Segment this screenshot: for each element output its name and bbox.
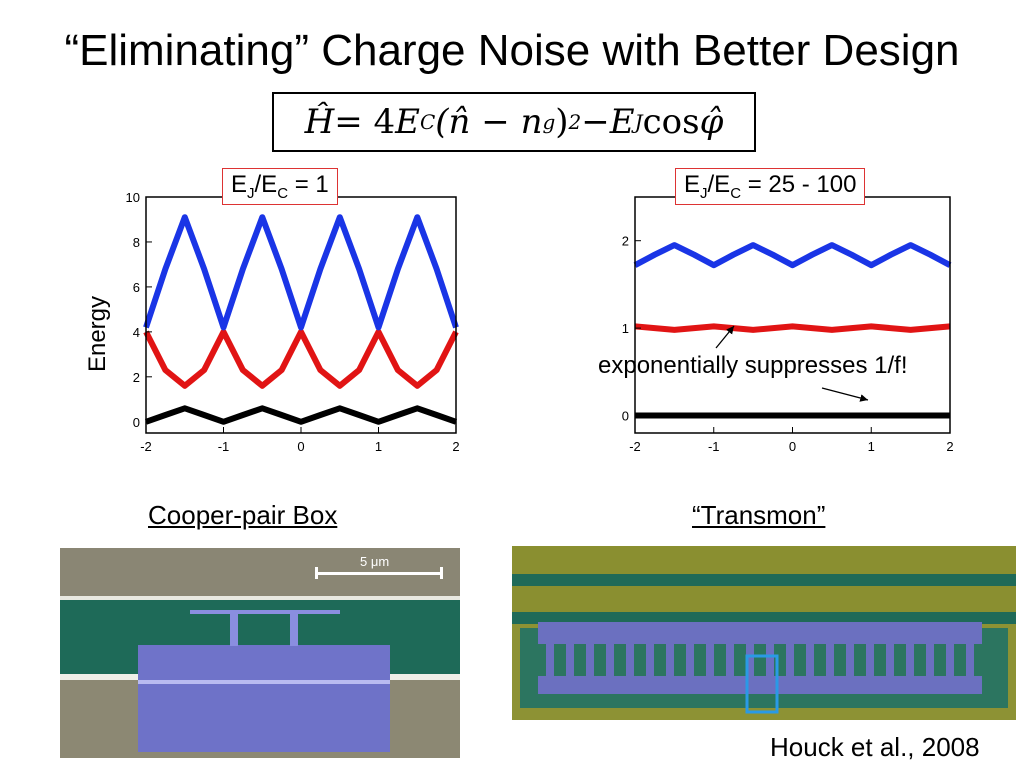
y-tick-label: 2 [133, 370, 140, 385]
capacitor-finger [546, 650, 554, 678]
suppression-annotation: exponentially suppresses 1/f! [598, 352, 908, 379]
series-line-1 [634, 323, 951, 333]
y-tick-label: 2 [622, 234, 629, 249]
left-ratio-b-sub: C [277, 184, 289, 202]
caption-cooper-pair-box: Cooper-pair Box [148, 500, 338, 530]
slide-title: “Eliminating” Charge Noise with Better D… [64, 26, 960, 75]
right-ratio-slash: /E [707, 171, 731, 198]
y-tick-label: 1 [622, 321, 629, 336]
capacitor-finger [906, 650, 914, 678]
y-tick-label: 0 [622, 409, 629, 424]
capacitor-finger [806, 650, 814, 678]
series-line-0 [145, 405, 457, 425]
cpb-energy-chart: -2 -1 0 1 2 0 2 4 6 8 10 [126, 190, 460, 454]
cooper-pair-box-sem-image: 5 μm [60, 548, 460, 758]
x-tick-label: -1 [708, 439, 720, 454]
formula-ec-sub: C [419, 110, 436, 134]
y-tick-label: 6 [133, 280, 140, 295]
left-ratio-slash: /E [254, 171, 278, 198]
formula-minus: − [581, 102, 610, 142]
capacitor-finger [586, 650, 594, 678]
series-line-1 [143, 328, 459, 389]
capacitor-finger [886, 650, 894, 678]
formula-ng-sub: g [542, 110, 556, 134]
formula-close: ) [555, 102, 569, 142]
capacitor-finger [966, 650, 974, 678]
capacitor-finger [826, 650, 834, 678]
capacitor-finger [606, 650, 614, 678]
formula-eq: = 4 [334, 102, 396, 142]
x-tick-label: -2 [140, 439, 152, 454]
right-ratio-b-sub: C [730, 184, 742, 202]
transmon-sem-image [512, 546, 1016, 720]
right-ratio-label: EJ/EC = 25 - 100 [675, 168, 866, 205]
transmon-energy-chart: -2 -1 0 1 2 0 1 2 [622, 196, 954, 454]
x-tick-label: 0 [297, 439, 304, 454]
junction-highlight-box [745, 654, 779, 714]
right-ratio-a: E [684, 171, 701, 198]
arrow-to-red [715, 325, 735, 349]
y-tick-label: 4 [133, 325, 140, 340]
series-line-2 [143, 214, 459, 331]
x-tick-label: -2 [629, 439, 641, 454]
capacitor-finger [746, 650, 754, 678]
series-line-2 [633, 242, 952, 269]
y-tick-label: 8 [133, 235, 140, 250]
right-ratio-rest: = 25 - 100 [741, 171, 857, 198]
formula-sq: 2 [568, 110, 582, 134]
annotation-arrows [715, 325, 869, 402]
formula-ec: E [395, 102, 420, 142]
formula-h: Ĥ [304, 102, 335, 142]
capacitor-finger [566, 650, 574, 678]
x-tick-label: 1 [375, 439, 382, 454]
capacitor-finger [626, 650, 634, 678]
capacitor-finger [726, 650, 734, 678]
left-ratio-a-sub: J [247, 184, 255, 202]
capacitor-finger [686, 650, 694, 678]
right-ratio-a-sub: J [700, 184, 708, 202]
formula-paren: (n̂ − n [435, 102, 543, 142]
formula-phi: φ̂ [699, 102, 724, 142]
formula-ej-sub: J [634, 110, 643, 134]
arrow-to-black [821, 387, 869, 402]
capacitor-finger [706, 650, 714, 678]
left-ratio-label: EJ/EC = 1 [222, 168, 338, 205]
capacitor-finger [786, 650, 794, 678]
capacitor-finger [846, 650, 854, 678]
energy-axis-label: Energy [84, 295, 111, 373]
citation: Houck et al., 2008 [770, 732, 980, 762]
formula-cos: cos [642, 102, 700, 142]
left-ratio-rest: = 1 [288, 171, 329, 198]
capacitor-finger [866, 650, 874, 678]
left-ratio-a: E [231, 171, 248, 198]
capacitor-finger [926, 650, 934, 678]
formula-ej: E [609, 102, 635, 142]
scale-bar-label: 5 μm [360, 554, 389, 569]
x-tick-label: -1 [218, 439, 230, 454]
x-tick-label: 1 [868, 439, 875, 454]
x-tick-label: 0 [789, 439, 796, 454]
x-tick-label: 2 [452, 439, 459, 454]
x-tick-label: 2 [946, 439, 953, 454]
capacitor-finger [646, 650, 654, 678]
y-tick-label: 0 [133, 415, 140, 430]
y-tick-label: 10 [126, 190, 140, 205]
capacitor-finger [766, 650, 774, 678]
capacitor-finger [946, 650, 954, 678]
capacitor-finger [666, 650, 674, 678]
caption-transmon: “Transmon” [692, 500, 826, 530]
